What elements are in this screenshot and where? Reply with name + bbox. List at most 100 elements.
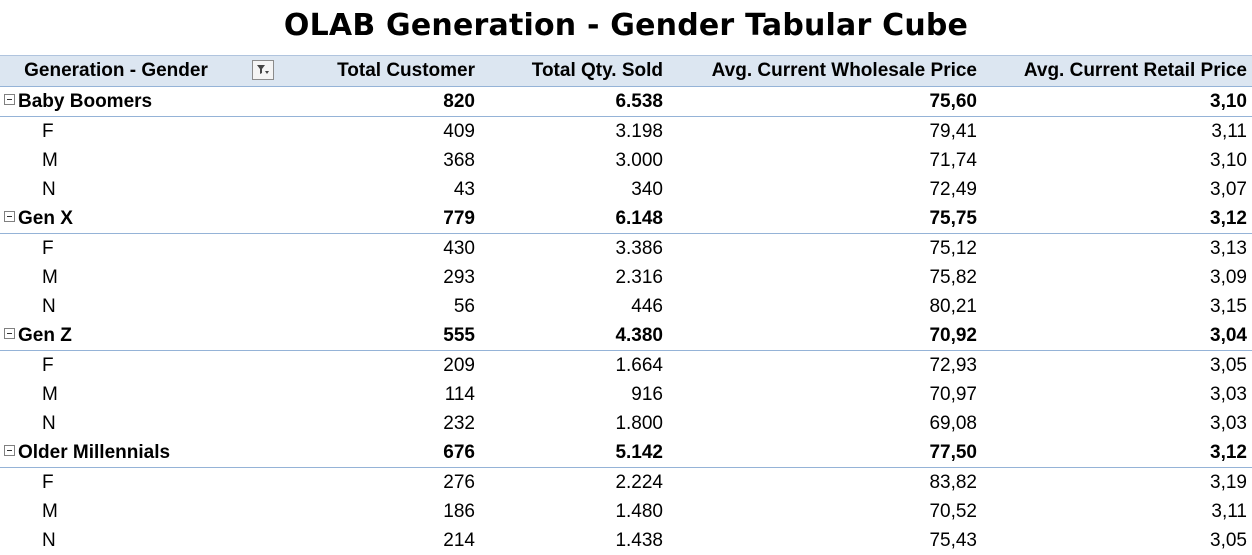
total-qty-sold-cell: 2.224 xyxy=(480,468,668,498)
total-customer-cell: 409 xyxy=(280,117,480,147)
group-label: Gen X xyxy=(18,208,73,229)
total-qty-sold-cell: 1.800 xyxy=(480,409,668,438)
group-row-baby-boomers: Baby Boomers 820 6.538 75,60 3,10 xyxy=(0,87,1252,117)
group-label: Older Millennials xyxy=(18,442,170,463)
collapse-icon[interactable] xyxy=(4,328,15,339)
total-customer-cell: 232 xyxy=(280,409,480,438)
gender-label: M xyxy=(0,497,280,526)
total-qty-sold-cell: 3.198 xyxy=(480,117,668,147)
total-customer-cell: 56 xyxy=(280,292,480,321)
total-customer-cell: 209 xyxy=(280,351,480,381)
header-total-customer[interactable]: Total Customer xyxy=(280,56,480,87)
collapse-icon[interactable] xyxy=(4,211,15,222)
total-qty-sold-cell: 4.380 xyxy=(480,321,668,351)
total-qty-sold-cell: 1.480 xyxy=(480,497,668,526)
total-customer-cell: 186 xyxy=(280,497,480,526)
avg-retail-price-cell: 3,09 xyxy=(982,263,1252,292)
gender-label: N xyxy=(0,292,280,321)
gender-label: N xyxy=(0,526,280,555)
group-label: Baby Boomers xyxy=(18,91,152,112)
group-row-older-millennials: Older Millennials 676 5.142 77,50 3,12 xyxy=(0,438,1252,468)
avg-wholesale-price-cell: 75,82 xyxy=(668,263,982,292)
avg-retail-price-cell: 3,11 xyxy=(982,117,1252,147)
avg-retail-price-cell: 3,11 xyxy=(982,497,1252,526)
gender-label: M xyxy=(0,146,280,175)
avg-wholesale-price-cell: 72,93 xyxy=(668,351,982,381)
gender-row: N 214 1.438 75,43 3,05 xyxy=(0,526,1252,555)
avg-retail-price-cell: 3,10 xyxy=(982,146,1252,175)
total-qty-sold-cell: 3.000 xyxy=(480,146,668,175)
avg-wholesale-price-cell: 69,08 xyxy=(668,409,982,438)
header-row: Generation - Gender Total Customer Total… xyxy=(0,56,1252,87)
pivot-table: Generation - Gender Total Customer Total… xyxy=(0,55,1252,555)
avg-retail-price-cell: 3,12 xyxy=(982,438,1252,468)
total-qty-sold-cell: 2.316 xyxy=(480,263,668,292)
gender-label: M xyxy=(0,263,280,292)
gender-row: F 209 1.664 72,93 3,05 xyxy=(0,351,1252,381)
total-qty-sold-cell: 1.664 xyxy=(480,351,668,381)
avg-wholesale-price-cell: 70,97 xyxy=(668,380,982,409)
total-customer-cell: 43 xyxy=(280,175,480,204)
avg-retail-price-cell: 3,03 xyxy=(982,380,1252,409)
avg-wholesale-price-cell: 77,50 xyxy=(668,438,982,468)
avg-retail-price-cell: 3,04 xyxy=(982,321,1252,351)
total-qty-sold-cell: 3.386 xyxy=(480,234,668,264)
total-qty-sold-cell: 1.438 xyxy=(480,526,668,555)
filter-dropdown-button[interactable] xyxy=(252,60,274,80)
avg-retail-price-cell: 3,19 xyxy=(982,468,1252,498)
total-qty-sold-cell: 340 xyxy=(480,175,668,204)
total-qty-sold-cell: 446 xyxy=(480,292,668,321)
avg-wholesale-price-cell: 72,49 xyxy=(668,175,982,204)
total-customer-cell: 779 xyxy=(280,204,480,234)
avg-wholesale-price-cell: 70,52 xyxy=(668,497,982,526)
avg-wholesale-price-cell: 80,21 xyxy=(668,292,982,321)
gender-row: N 56 446 80,21 3,15 xyxy=(0,292,1252,321)
total-qty-sold-cell: 5.142 xyxy=(480,438,668,468)
avg-retail-price-cell: 3,12 xyxy=(982,204,1252,234)
header-generation-gender-label: Generation - Gender xyxy=(0,60,232,82)
header-avg-retail-price[interactable]: Avg. Current Retail Price xyxy=(982,56,1252,87)
avg-wholesale-price-cell: 83,82 xyxy=(668,468,982,498)
group-row-gen-z: Gen Z 555 4.380 70,92 3,04 xyxy=(0,321,1252,351)
total-customer-cell: 820 xyxy=(280,87,480,117)
gender-row: M 293 2.316 75,82 3,09 xyxy=(0,263,1252,292)
avg-wholesale-price-cell: 75,75 xyxy=(668,204,982,234)
avg-retail-price-cell: 3,10 xyxy=(982,87,1252,117)
header-avg-wholesale-price[interactable]: Avg. Current Wholesale Price xyxy=(668,56,982,87)
gender-row: M 114 916 70,97 3,03 xyxy=(0,380,1252,409)
gender-label: N xyxy=(0,409,280,438)
pivot-body: Baby Boomers 820 6.538 75,60 3,10 F 409 … xyxy=(0,87,1252,555)
collapse-icon[interactable] xyxy=(4,94,15,105)
collapse-icon[interactable] xyxy=(4,445,15,456)
total-customer-cell: 114 xyxy=(280,380,480,409)
header-generation-gender[interactable]: Generation - Gender xyxy=(0,56,280,87)
total-customer-cell: 214 xyxy=(280,526,480,555)
gender-row: M 186 1.480 70,52 3,11 xyxy=(0,497,1252,526)
avg-wholesale-price-cell: 75,60 xyxy=(668,87,982,117)
gender-label: N xyxy=(0,175,280,204)
avg-wholesale-price-cell: 75,12 xyxy=(668,234,982,264)
filter-icon xyxy=(256,64,270,76)
total-customer-cell: 368 xyxy=(280,146,480,175)
gender-label: F xyxy=(0,468,280,498)
total-qty-sold-cell: 916 xyxy=(480,380,668,409)
group-label: Gen Z xyxy=(18,325,72,346)
avg-wholesale-price-cell: 70,92 xyxy=(668,321,982,351)
header-total-qty-sold[interactable]: Total Qty. Sold xyxy=(480,56,668,87)
gender-label: M xyxy=(0,380,280,409)
gender-row: F 430 3.386 75,12 3,13 xyxy=(0,234,1252,264)
report-title: OLAB Generation - Gender Tabular Cube xyxy=(0,4,1252,48)
avg-retail-price-cell: 3,05 xyxy=(982,351,1252,381)
avg-retail-price-cell: 3,03 xyxy=(982,409,1252,438)
gender-row: F 276 2.224 83,82 3,19 xyxy=(0,468,1252,498)
gender-row: N 232 1.800 69,08 3,03 xyxy=(0,409,1252,438)
avg-retail-price-cell: 3,07 xyxy=(982,175,1252,204)
group-row-gen-x: Gen X 779 6.148 75,75 3,12 xyxy=(0,204,1252,234)
gender-label: F xyxy=(0,117,280,147)
gender-row: F 409 3.198 79,41 3,11 xyxy=(0,117,1252,147)
gender-row: M 368 3.000 71,74 3,10 xyxy=(0,146,1252,175)
avg-retail-price-cell: 3,15 xyxy=(982,292,1252,321)
total-qty-sold-cell: 6.148 xyxy=(480,204,668,234)
avg-retail-price-cell: 3,05 xyxy=(982,526,1252,555)
total-customer-cell: 430 xyxy=(280,234,480,264)
